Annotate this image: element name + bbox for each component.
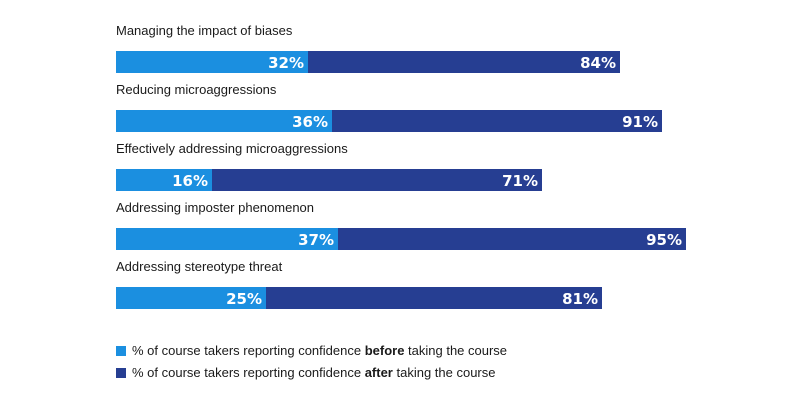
legend-before-bold: before [364, 343, 405, 358]
value-label-before: 32% [268, 54, 304, 72]
category-label: Effectively addressing microaggressions [116, 141, 348, 156]
category-label: Addressing stereotype threat [116, 259, 283, 274]
value-label-after: 81% [562, 290, 598, 308]
value-label-after: 95% [646, 231, 682, 249]
legend-after-suffix: taking the course [392, 365, 496, 380]
value-label-after: 84% [580, 54, 616, 72]
value-label-before: 36% [292, 113, 328, 131]
bar-before [116, 110, 332, 132]
value-label-before: 16% [172, 172, 208, 190]
value-label-before: 25% [226, 290, 262, 308]
legend-after-prefix: % of course takers reporting confidence [132, 365, 365, 380]
category-label: Managing the impact of biases [116, 23, 293, 38]
bar-after [116, 169, 542, 191]
bar-before [116, 51, 308, 73]
legend-before-suffix: taking the course [404, 343, 508, 358]
category-label: Reducing microaggressions [116, 82, 277, 97]
legend-after-swatch [116, 367, 126, 378]
legend-after: % of course takers reporting confidence … [116, 365, 496, 380]
value-label-after: 71% [502, 172, 538, 190]
bar-before [116, 169, 212, 191]
legend-before-swatch [116, 345, 126, 356]
legend-before: % of course takers reporting confidence … [116, 343, 507, 358]
legend-after-text: % of course takers reporting confidence … [132, 365, 496, 380]
value-label-before: 37% [298, 231, 334, 249]
legend-after-bold: after [364, 365, 393, 380]
legend-before-prefix: % of course takers reporting confidence [132, 343, 365, 358]
bar-before [116, 228, 338, 250]
bar-before [116, 287, 266, 309]
legend-before-text: % of course takers reporting confidence … [132, 343, 507, 358]
value-label-after: 91% [622, 113, 658, 131]
category-label: Addressing imposter phenomenon [116, 200, 314, 215]
